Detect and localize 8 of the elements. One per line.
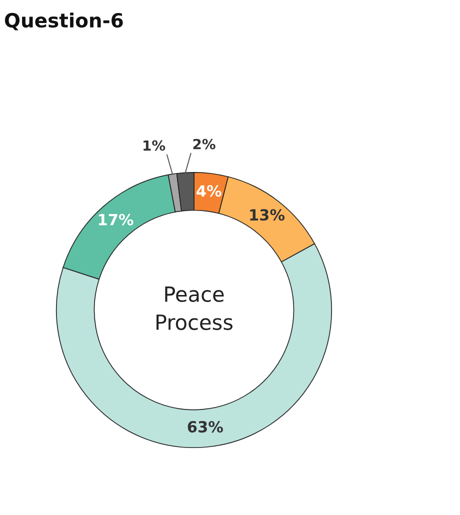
data-label: 1% — [144, 140, 166, 151]
chart-title: Question-6 — [4, 12, 123, 30]
text: Peace Process — [156, 286, 232, 330]
data-label: 63% — [188, 421, 223, 433]
data-label: 13% — [250, 209, 285, 221]
data-label: 2% — [193, 138, 216, 150]
data-label: 17% — [98, 214, 134, 226]
data-label: 4% — [196, 185, 222, 197]
